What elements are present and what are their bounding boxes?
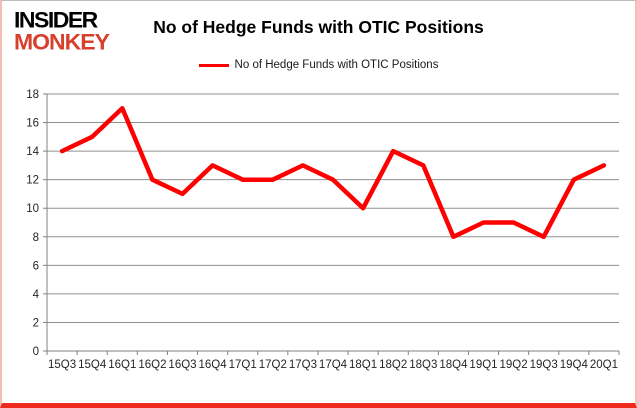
x-tick-label: 15Q3 xyxy=(48,359,76,371)
insider-monkey-logo: INSIDER MONKEY xyxy=(14,7,110,55)
y-tick-label: 0 xyxy=(33,346,39,358)
x-tick-label: 16Q1 xyxy=(108,359,136,371)
y-tick-label: 2 xyxy=(33,317,39,329)
legend-line-swatch xyxy=(198,63,229,67)
x-tick-label: 17Q3 xyxy=(289,359,317,371)
x-tick-label: 16Q3 xyxy=(168,359,196,371)
y-tick-label: 12 xyxy=(26,175,39,187)
y-tick-label: 8 xyxy=(33,232,39,244)
y-tick-label: 14 xyxy=(26,146,39,158)
x-tick-label: 17Q2 xyxy=(259,359,287,371)
x-tick-label: 17Q1 xyxy=(229,359,257,371)
x-tick-label: 17Q4 xyxy=(319,359,348,371)
x-tick-label: 18Q4 xyxy=(439,359,468,371)
legend-label: No of Hedge Funds with OTIC Positions xyxy=(234,59,439,71)
y-tick-label: 6 xyxy=(33,260,39,272)
x-tick-label: 18Q3 xyxy=(409,359,437,371)
x-tick-label: 20Q1 xyxy=(590,359,618,371)
x-tick-label: 19Q4 xyxy=(560,359,589,371)
x-tick-label: 19Q2 xyxy=(500,359,528,371)
y-tick-label: 18 xyxy=(26,89,39,101)
x-tick-label: 15Q4 xyxy=(78,359,107,371)
logo-insider-text: INSIDER xyxy=(14,7,98,33)
y-tick-label: 10 xyxy=(26,203,39,215)
x-tick-label: 19Q1 xyxy=(469,359,497,371)
chart-title: No of Hedge Funds with OTIC Positions xyxy=(153,17,484,37)
y-tick-label: 16 xyxy=(26,118,39,130)
x-tick-label: 18Q1 xyxy=(349,359,377,371)
x-tick-label: 16Q4 xyxy=(199,359,228,371)
x-tick-label: 16Q2 xyxy=(138,359,166,371)
chart-legend: No of Hedge Funds with OTIC Positions xyxy=(2,58,635,72)
series-line xyxy=(59,106,607,240)
x-tick-label: 19Q3 xyxy=(530,359,558,371)
logo-monkey-text: MONKEY xyxy=(14,29,110,55)
y-tick-label: 4 xyxy=(33,289,40,301)
x-tick-label: 18Q2 xyxy=(379,359,407,371)
